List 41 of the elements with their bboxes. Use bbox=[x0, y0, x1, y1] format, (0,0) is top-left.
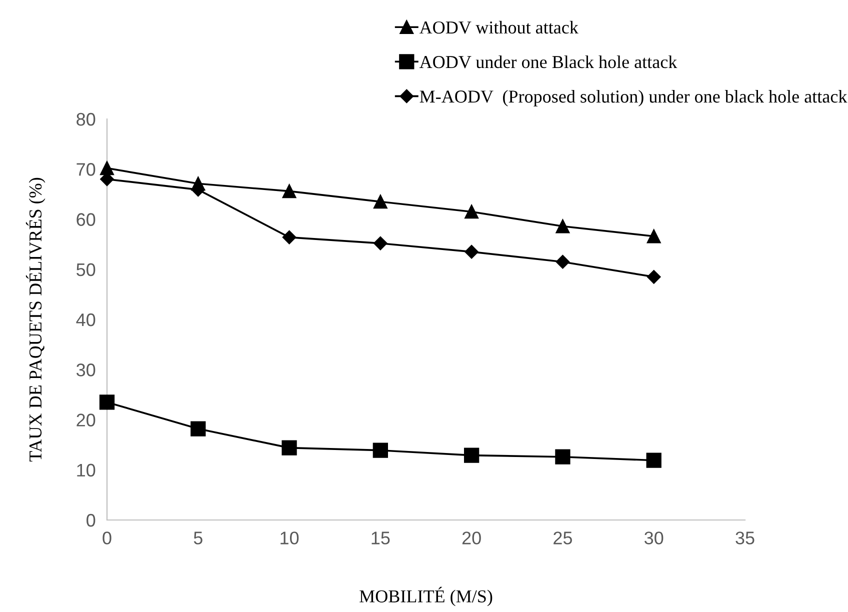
x-tick-label: 5 bbox=[194, 532, 202, 544]
legend-label: AODV under one Black hole attack bbox=[419, 55, 678, 68]
legend-label: M-AODV (Proposed solution) under one black hole attack bbox=[420, 90, 848, 106]
point bbox=[373, 194, 388, 209]
point bbox=[646, 270, 661, 284]
point bbox=[372, 442, 388, 458]
y-tick-label: 10 bbox=[77, 464, 96, 477]
x-tick-label: 20 bbox=[462, 532, 481, 544]
point bbox=[282, 230, 296, 244]
point bbox=[556, 254, 570, 269]
x-tick-label: 35 bbox=[736, 532, 754, 544]
point bbox=[99, 394, 115, 410]
point bbox=[282, 440, 297, 456]
y-tick-label: 40 bbox=[76, 313, 96, 326]
x-axis-title: MOBILITÉ (M/S) bbox=[360, 586, 492, 606]
x-tick-label: 0 bbox=[102, 532, 112, 544]
point bbox=[100, 161, 114, 176]
x-tick-label: 30 bbox=[644, 532, 664, 544]
point bbox=[646, 452, 662, 468]
y-tick-label: 80 bbox=[76, 112, 96, 126]
point bbox=[190, 421, 206, 436]
point bbox=[191, 176, 206, 191]
point bbox=[374, 236, 388, 250]
point bbox=[282, 184, 296, 198]
y-tick-label: 50 bbox=[76, 263, 96, 276]
y-axis-title: TAUX DE PAQUETS DÉLIVRÉS (%) bbox=[26, 178, 46, 462]
point bbox=[556, 219, 570, 234]
point bbox=[464, 448, 480, 463]
point bbox=[464, 244, 478, 259]
y-tick-label: 20 bbox=[76, 414, 96, 426]
y-tick-label: 0 bbox=[86, 514, 96, 527]
y-tick-label: 30 bbox=[76, 364, 96, 376]
x-tick-label: 10 bbox=[280, 532, 299, 544]
y-tick-label: 60 bbox=[76, 213, 96, 226]
point bbox=[464, 204, 479, 219]
y-tick-label: 70 bbox=[76, 163, 96, 176]
x-tick-label: 25 bbox=[554, 532, 572, 544]
x-tick-label: 15 bbox=[372, 532, 390, 544]
legend-label: AODV without attack bbox=[419, 20, 578, 34]
point bbox=[555, 449, 570, 464]
point bbox=[646, 229, 661, 244]
